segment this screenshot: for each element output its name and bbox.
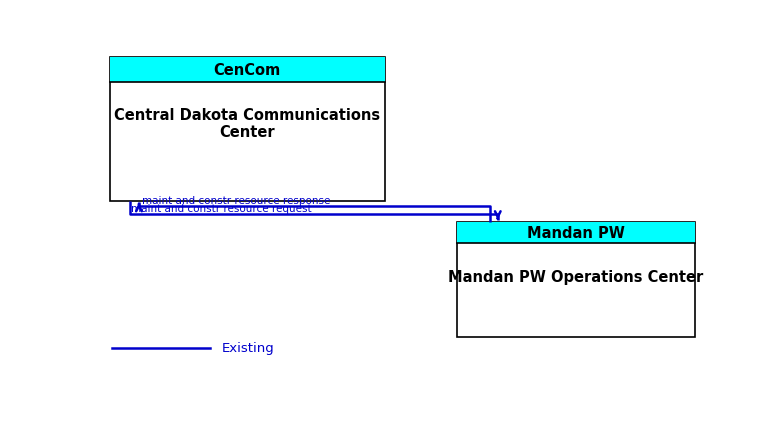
- Text: Mandan PW Operations Center: Mandan PW Operations Center: [449, 269, 704, 284]
- Text: Central Dakota Communications
Center: Central Dakota Communications Center: [114, 108, 380, 140]
- Text: CenCom: CenCom: [214, 62, 280, 77]
- Bar: [110, 58, 384, 82]
- Bar: [456, 222, 695, 244]
- Text: Existing: Existing: [222, 342, 275, 355]
- Text: maint and constr resource response: maint and constr resource response: [142, 195, 330, 205]
- Bar: [110, 58, 384, 201]
- Text: maint and constr resource request: maint and constr resource request: [132, 204, 312, 214]
- Bar: [456, 222, 695, 338]
- Text: Mandan PW: Mandan PW: [527, 225, 625, 240]
